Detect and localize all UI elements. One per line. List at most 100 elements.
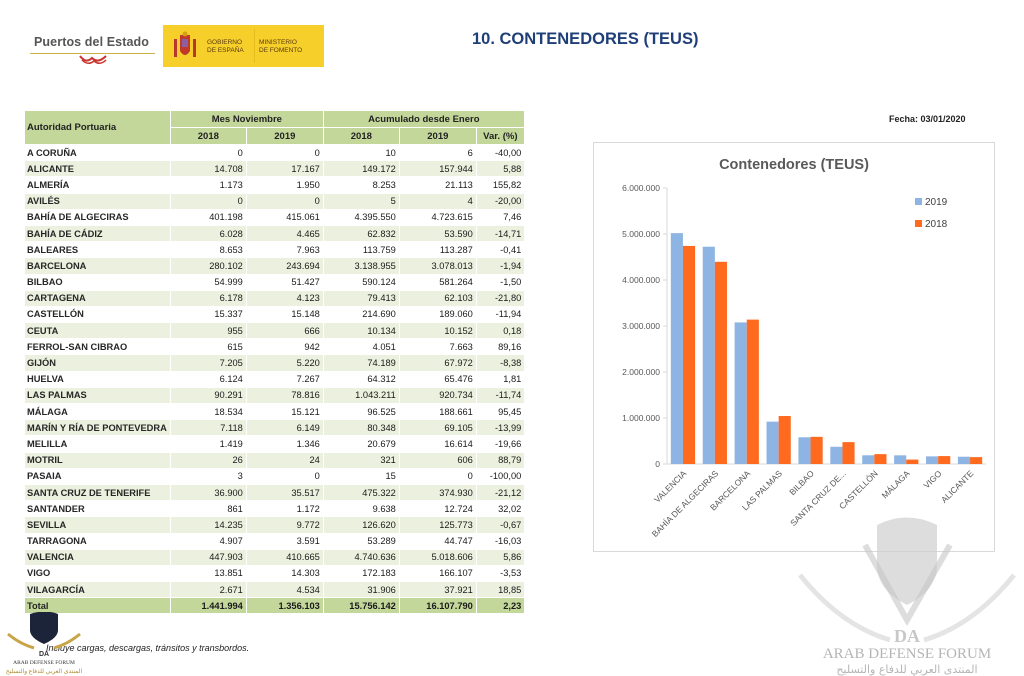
cell-var: 5,88 (475, 160, 525, 177)
cell-a2019: 53.590 (398, 224, 477, 242)
port-name: VILAGARCÍA (24, 581, 171, 598)
watermark-mark: DA (894, 626, 920, 646)
cell-a2018: 74.189 (322, 354, 400, 372)
table-row: MELILLA 1.419 1.346 20.679 16.614 -19,66 (24, 435, 525, 453)
bar-2019-4 (798, 437, 811, 464)
cell-var: 1,81 (475, 370, 525, 388)
bar-2018-1 (714, 261, 727, 464)
bar-2018-0 (682, 245, 696, 464)
cell-m2019: 3.591 (245, 532, 324, 550)
cell-a2019: 3.078.013 (398, 257, 477, 274)
port-name: MÁLAGA (24, 402, 171, 420)
group-header-month: Mes Noviembre (169, 110, 324, 128)
cell-m2019: 4.123 (245, 289, 324, 307)
y-tick-label: 0 (655, 459, 660, 469)
table-row: SANTA CRUZ DE TENERIFE 36.900 35.517 475.32… (24, 483, 525, 501)
port-name: GIJÓN (24, 354, 171, 372)
cell-m2018: 90.291 (169, 386, 247, 404)
cell-a2018: 126.620 (322, 516, 400, 533)
cell-a2019: 65.476 (398, 370, 477, 388)
cell-a2018: 5 (322, 192, 400, 210)
cell-m2018: 18.534 (169, 402, 247, 420)
cell-m2019: 7.963 (245, 241, 324, 258)
cell-a2019: 188.661 (398, 402, 477, 420)
bar-2018-7 (906, 459, 919, 464)
cell-m2019: 666 (245, 322, 324, 339)
cell-a2018: 4.740.636 (322, 548, 400, 566)
sub-header-variation: Var. (%) (475, 127, 525, 145)
cell-var: 7,46 (475, 208, 525, 226)
bar-2018-3 (778, 416, 791, 464)
port-name: VIGO (24, 564, 171, 582)
x-category-label: BILBAO (787, 468, 816, 497)
cell-var: -0,41 (475, 241, 525, 258)
cell-a2018: 79.413 (322, 289, 400, 307)
cell-m2019: 7.267 (245, 370, 324, 388)
logo-separator (254, 29, 255, 63)
bar-2018-5 (842, 442, 855, 464)
port-name: BAHÍA DE CÁDIZ (24, 224, 171, 242)
cell-var: -100,00 (475, 467, 525, 485)
cell-m2019: 17.167 (245, 160, 324, 177)
cell-a2018: 53.289 (322, 532, 400, 550)
puertos-del-estado-logo: Puertos del Estado (30, 33, 155, 65)
cell-a2018: 10 (322, 143, 400, 161)
cell-var: -1,50 (475, 273, 525, 291)
watermark-brand: ARAB DEFENSE FORUM (823, 646, 991, 662)
bar-2018-8 (938, 456, 951, 464)
cell-a2019: 16.614 (398, 435, 477, 453)
bars (670, 233, 983, 464)
ministerio-text: MINISTERIO DE FOMENTO (259, 39, 303, 54)
cell-a2019: 0 (398, 467, 477, 485)
cell-m2019: 4.465 (245, 224, 324, 242)
table-row: ALMERÍA 1.173 1.950 8.253 21.113 155,82 (24, 176, 525, 194)
cell-a2019: 166.107 (398, 564, 477, 582)
cell-a2018: 9.638 (322, 500, 400, 517)
cell-a2019: 920.734 (398, 386, 477, 404)
cell-a2018: 31.906 (322, 581, 400, 598)
cell-a2018: 214.690 (322, 305, 400, 323)
cell-m2019: 15.121 (245, 402, 324, 420)
cell-a2018: 80.348 (322, 419, 400, 436)
x-category-label: SANTA CRUZ DE... (788, 468, 848, 528)
cell-m2019: 942 (245, 338, 324, 355)
cell-var: 2,23 (475, 597, 525, 614)
footnote: Incluye cargas, descargas, tránsitos y t… (46, 643, 250, 653)
cell-m2018: 7.205 (169, 354, 247, 372)
cell-a2018: 62.832 (322, 224, 400, 242)
bar-2018-6 (874, 454, 887, 464)
cell-m2019: 0 (245, 143, 324, 161)
cell-var: -8,38 (475, 354, 525, 372)
cell-a2019: 6 (398, 143, 477, 161)
cell-m2018: 6.178 (169, 289, 247, 307)
port-name: VALENCIA (24, 548, 171, 566)
sub-header-month-2018: 2018 (169, 127, 247, 145)
table-row: CARTAGENA 6.178 4.123 79.413 62.103 -21,80 (24, 289, 525, 307)
table-row: PASAIA 3 0 15 0 -100,00 (24, 467, 525, 485)
bar-2018-4 (810, 436, 823, 464)
total-row: Total 1.441.994 1.356.103 15.756.142 16.107.… (24, 597, 525, 614)
x-category-label: VIGO (921, 468, 943, 490)
cell-m2018: 2.671 (169, 581, 247, 598)
wing-left-icon (798, 573, 891, 643)
cell-m2018: 7.118 (169, 419, 247, 436)
cell-var: -11,94 (475, 305, 525, 323)
legend-label-2018: 2018 (925, 219, 948, 230)
legend-swatch-2019 (915, 198, 922, 205)
cell-m2019: 1.346 (245, 435, 324, 453)
cell-a2019: 7.663 (398, 338, 477, 355)
cell-m2018: 4.907 (169, 532, 247, 550)
cell-a2019: 69.105 (398, 419, 477, 436)
port-name: MOTRIL (24, 451, 171, 469)
table-row: MOTRIL 26 24 321 606 88,79 (24, 451, 525, 469)
cell-m2019: 78.816 (245, 386, 324, 404)
y-tick-label: 5.000.000 (622, 229, 660, 239)
watermark-brand-small: ARAB DEFENSE FORUM (13, 660, 75, 666)
puertos-wave-icon (79, 55, 107, 64)
cell-m2018: 0 (169, 143, 247, 161)
cell-m2018: 8.653 (169, 241, 247, 258)
port-name: BAHÍA DE ALGECIRAS (24, 208, 171, 226)
port-name: AVILÉS (24, 192, 171, 210)
cell-a2019: 12.724 (398, 500, 477, 517)
cell-m2019: 35.517 (245, 483, 324, 501)
